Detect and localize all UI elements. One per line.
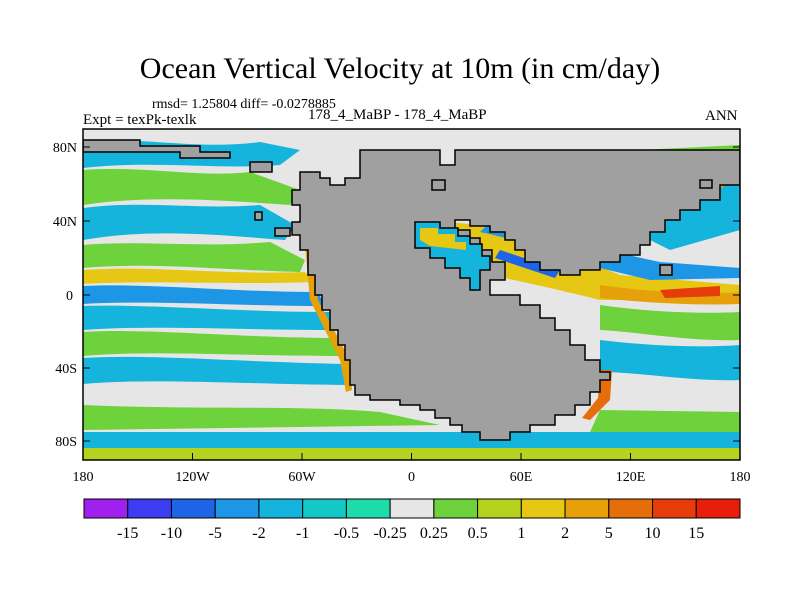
lat-label-40s: 40S bbox=[55, 362, 77, 377]
colorbar-label: 15 bbox=[688, 525, 704, 542]
colorbar-label: 0.25 bbox=[420, 525, 448, 542]
colorbar-box bbox=[477, 498, 522, 519]
island-west-1 bbox=[254, 211, 263, 221]
colorbar-box bbox=[345, 498, 391, 519]
island-arctic-2 bbox=[83, 139, 231, 159]
case-label: 178_4_MaBP - 178_4_MaBP bbox=[308, 107, 487, 123]
colorbar-label: -10 bbox=[161, 525, 182, 542]
band-s-green bbox=[83, 331, 345, 356]
band-s-subtropic-blue bbox=[83, 356, 350, 385]
colorbar-box bbox=[433, 498, 479, 519]
lat-axis: 80N 40N 0 40S 80S bbox=[53, 141, 740, 450]
band-east-green bbox=[600, 305, 740, 341]
band-southern-green bbox=[83, 405, 440, 430]
lon-label-60w: 60W bbox=[288, 470, 316, 485]
island-arctic-1 bbox=[249, 161, 273, 173]
map-title: Ocean Vertical Velocity at 10m (in cm/da… bbox=[139, 52, 661, 85]
land-masses bbox=[83, 139, 740, 441]
colorbar-box bbox=[564, 498, 610, 519]
lat-label-80n: 80N bbox=[53, 141, 77, 156]
colorbar-box bbox=[652, 498, 697, 519]
colorbar-box bbox=[695, 498, 741, 519]
colorbar-label: 5 bbox=[605, 525, 613, 542]
colorbar-label: -0.25 bbox=[373, 525, 406, 542]
island-equator-east bbox=[659, 264, 673, 276]
tethys-inner-sea-orange bbox=[420, 228, 466, 250]
lon-label-180w: 180 bbox=[73, 470, 94, 485]
band-n-subpolar-blue bbox=[83, 204, 295, 240]
band-east-blue bbox=[600, 340, 740, 381]
band-east-green-s bbox=[590, 410, 740, 432]
band-southern-grey bbox=[83, 388, 365, 405]
colorbar-label: -15 bbox=[117, 525, 138, 542]
lon-label-60e: 60E bbox=[510, 470, 533, 485]
band-n-subtropic bbox=[83, 242, 305, 272]
colorbar-label: 10 bbox=[645, 525, 661, 542]
colorbar-box bbox=[127, 498, 172, 519]
stats-line: rmsd= 1.25804 diff= -0.0278885 bbox=[152, 97, 336, 112]
colorbar-box bbox=[520, 498, 566, 519]
colorbar-label: 2 bbox=[561, 525, 569, 542]
band-east-grey bbox=[600, 380, 740, 410]
colorbar-label: 0.5 bbox=[468, 525, 488, 542]
band-s-tropic bbox=[83, 305, 338, 330]
lon-axis: 180 120W 60W 0 60E 120E 180 bbox=[73, 453, 751, 485]
upwelling-equator-red bbox=[660, 286, 720, 298]
lon-label-120e: 120E bbox=[616, 470, 646, 485]
island-east bbox=[699, 179, 713, 189]
colorbar-box bbox=[170, 498, 216, 519]
lon-label-0: 0 bbox=[408, 470, 415, 485]
colorbar-label: -5 bbox=[209, 525, 222, 542]
upwelling-tethys-dark2 bbox=[495, 250, 560, 278]
lat-label-80s: 80S bbox=[55, 435, 77, 450]
season-label: ANN bbox=[705, 108, 738, 124]
colorbar-box bbox=[608, 498, 654, 519]
band-n-subpolar bbox=[83, 168, 300, 205]
pangaea-land bbox=[291, 149, 740, 441]
colorbar-box bbox=[302, 498, 347, 519]
upwelling-east-coast bbox=[582, 370, 612, 420]
band-southern-blue bbox=[83, 432, 740, 448]
lat-label-40n: 40N bbox=[53, 215, 77, 230]
island-west-2 bbox=[274, 227, 291, 237]
band-n-tropic-orange bbox=[83, 268, 315, 284]
colorbar: -15 -10 -5 -2 -1 -0.5 -0.25 0.25 0.5 1 2 5 10 15 bbox=[83, 498, 741, 542]
colorbar-label: 1 bbox=[517, 525, 525, 542]
colorbar-box bbox=[83, 498, 129, 519]
experiment-label: Expt = texPk-texlk bbox=[83, 112, 197, 128]
lat-label-0: 0 bbox=[66, 289, 73, 304]
colorbar-label: -1 bbox=[296, 525, 309, 542]
colorbar-box bbox=[214, 498, 260, 519]
colorbar-box bbox=[389, 498, 435, 519]
colorbar-box bbox=[258, 498, 304, 519]
band-equator-blue bbox=[83, 285, 325, 306]
map-field bbox=[83, 129, 740, 460]
island-north bbox=[431, 179, 446, 191]
lon-label-180e: 180 bbox=[730, 470, 751, 485]
colorbar-label: -0.5 bbox=[334, 525, 359, 542]
colorbar-label: -2 bbox=[252, 525, 265, 542]
lon-label-120w: 120W bbox=[175, 470, 210, 485]
